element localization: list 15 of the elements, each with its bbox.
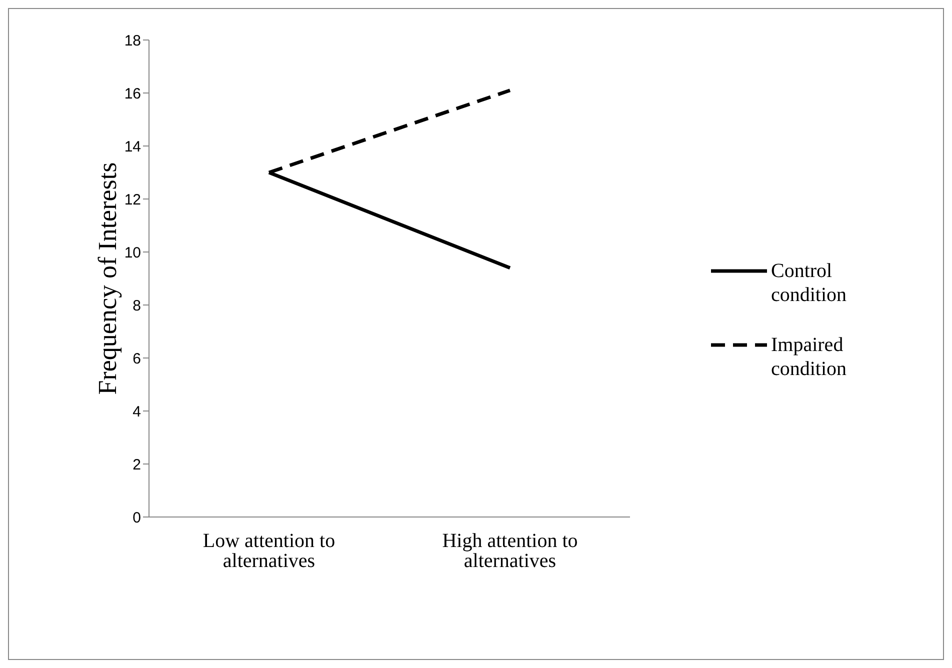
x-tick-label: Low attention to alternatives [202,530,336,572]
legend-label: Impaired condition [771,333,848,381]
y-tick-label: 14 [124,138,141,156]
legend-label: Control condition [771,259,848,307]
y-tick-label: 8 [132,297,141,314]
y-tick-label: 16 [124,85,141,102]
x-tick-label: High attention to alternatives [442,530,578,572]
y-tick-label: 0 [132,509,141,526]
y-tick-label: 6 [132,350,141,368]
y-tick-label: 2 [132,456,141,474]
y-tick-label: 12 [124,191,141,208]
y-tick-label: 4 [132,403,141,420]
y-tick-label: 18 [124,32,141,50]
y-tick-label: 10 [124,244,141,262]
y-axis-title: Frequency of Interests [93,162,122,395]
